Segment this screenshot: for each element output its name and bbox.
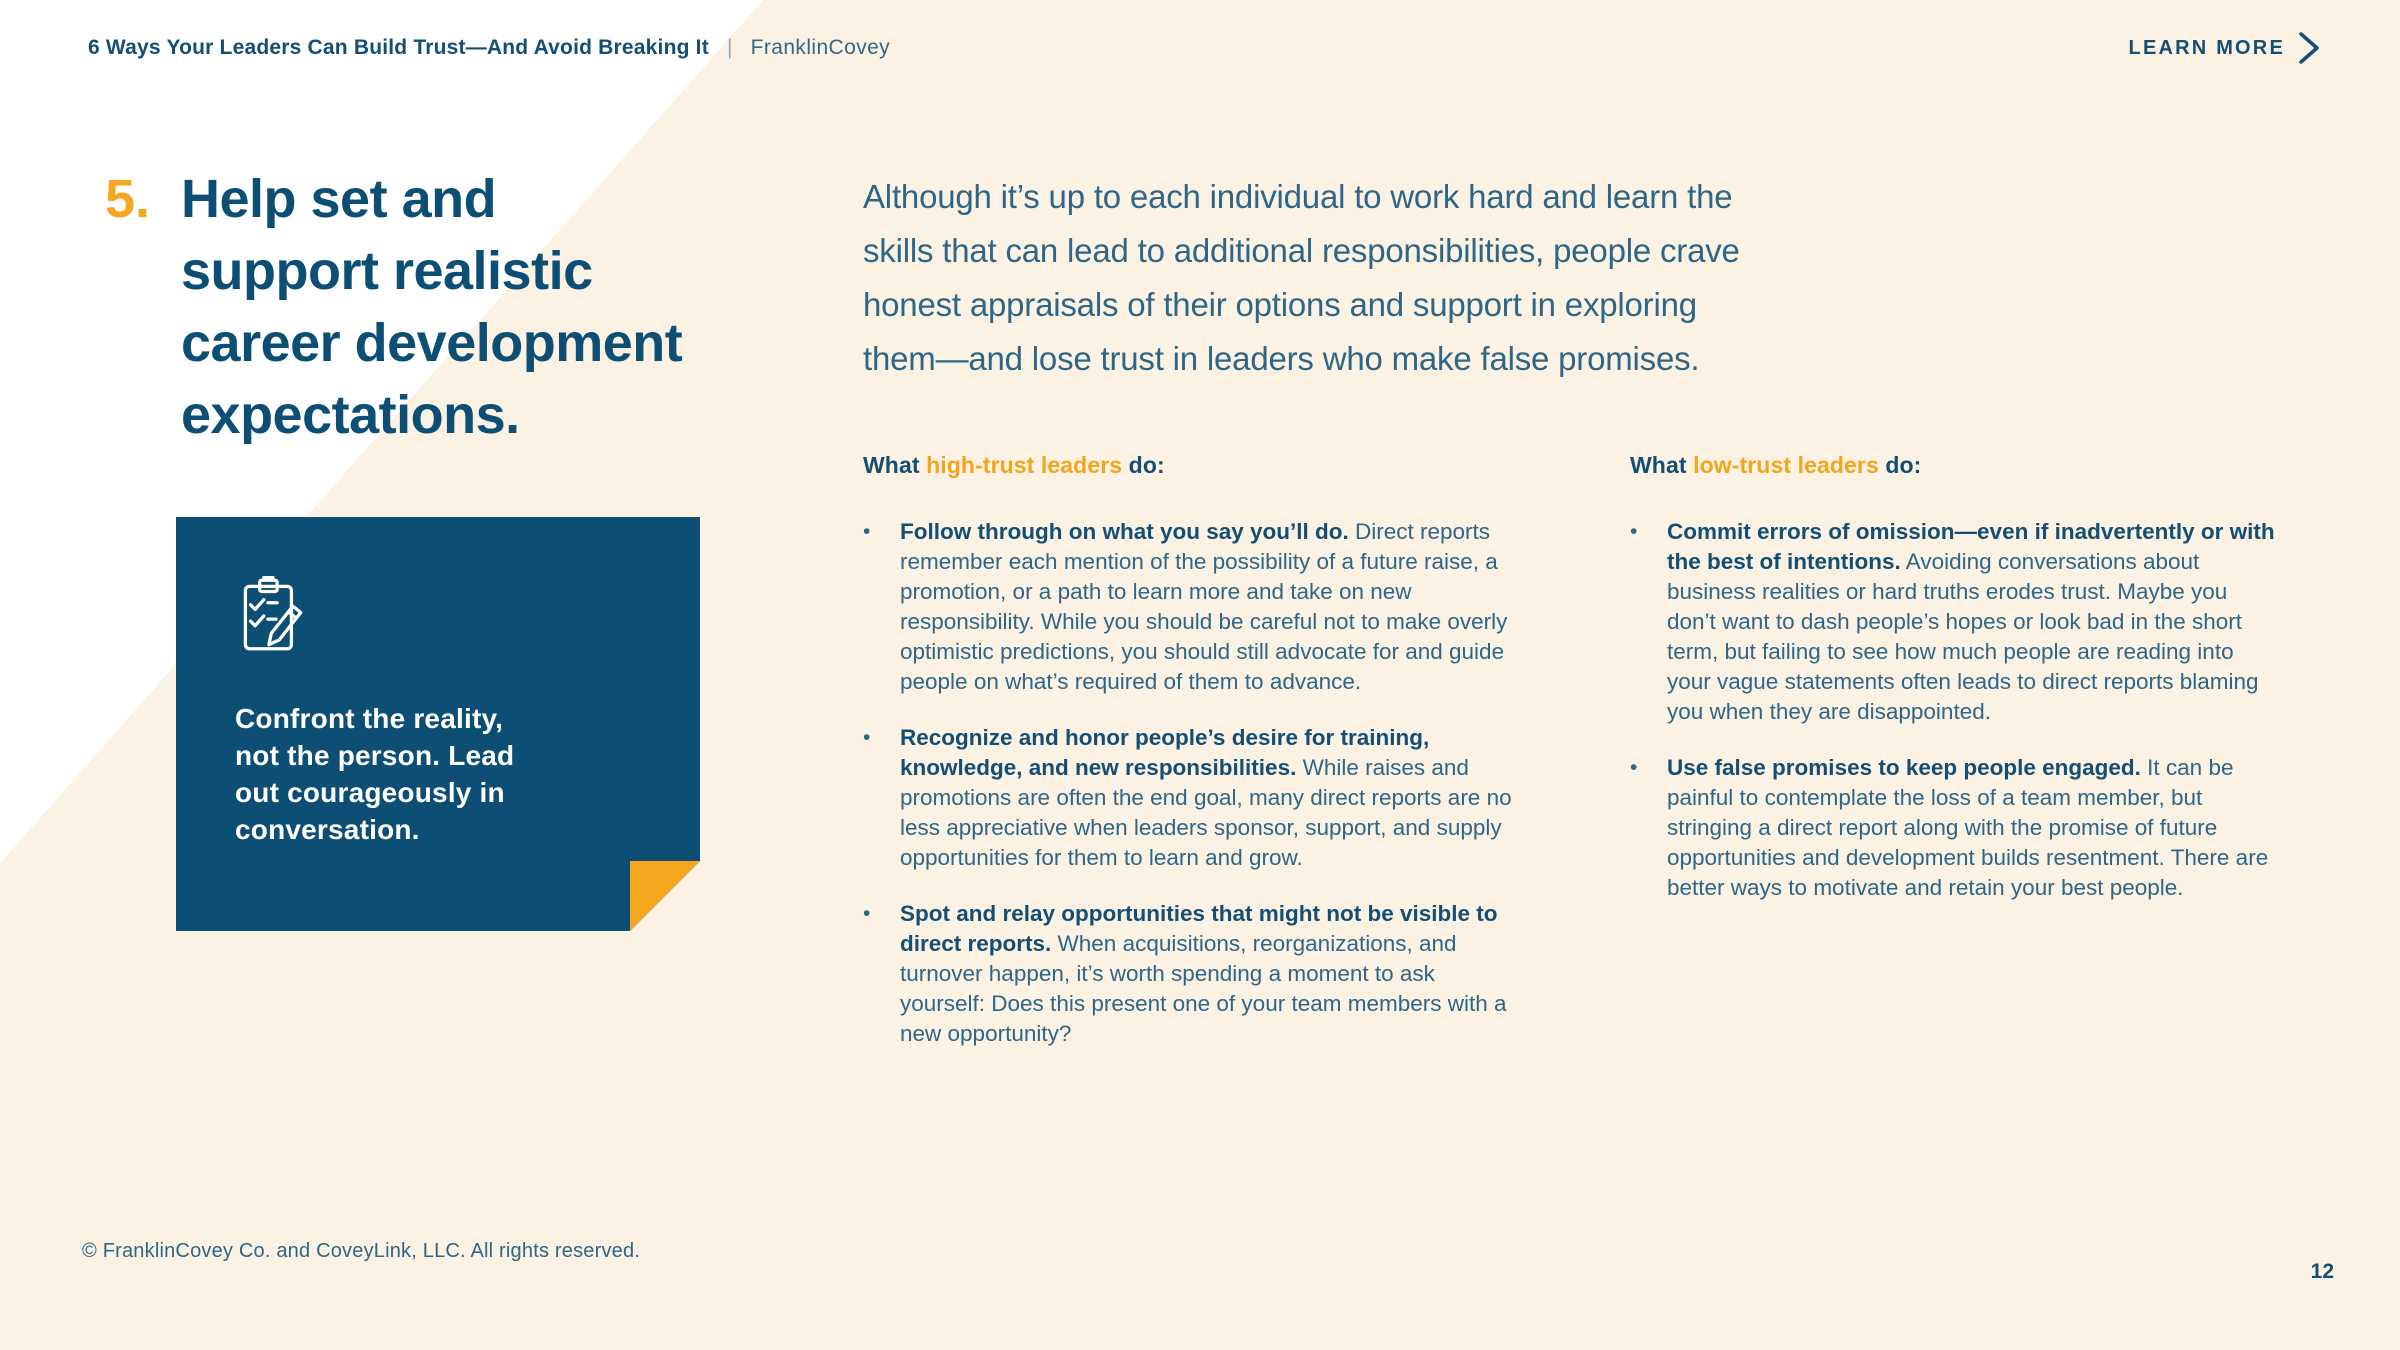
bullet-body: While raises and promotions are often th…: [900, 755, 1512, 870]
intro-line: Although it’s up to each individual to w…: [863, 178, 1733, 215]
callout-quote-line: not the person. Lead: [235, 740, 515, 771]
intro-paragraph: Although it’s up to each individual to w…: [863, 170, 1740, 386]
high-trust-column: What high-trust leaders do: • Follow thr…: [863, 452, 1515, 1049]
low-trust-column: What low-trust leaders do: • Commit erro…: [1630, 452, 2282, 903]
bullet-body: It can be painful to contemplate the los…: [1667, 755, 2269, 900]
bullet-text: Commit errors of omission—even if inadve…: [1667, 517, 2282, 727]
column-header-suffix: do:: [1128, 452, 1165, 478]
section-title: Help set and support realistic career de…: [181, 163, 683, 451]
bullet-text: Use false promises to keep people engage…: [1667, 753, 2282, 903]
bullet-text: Follow through on what you say you’ll do…: [900, 517, 1515, 697]
section-title-line: career development: [181, 313, 683, 373]
brand-name: FranklinCovey: [750, 36, 891, 59]
bullet-body: Direct reports remember each mention of …: [900, 519, 1508, 694]
bullet-marker: •: [1630, 520, 1638, 543]
column-header-highlight: low-trust leaders: [1693, 452, 1879, 478]
list-item: • Follow through on what you say you’ll …: [863, 517, 1515, 697]
bullet-marker: •: [1630, 756, 1638, 779]
section-number: 5.: [105, 169, 151, 229]
page-header: 6 Ways Your Leaders Can Build Trust—And …: [88, 30, 2320, 66]
bullet-lead: Follow through on what you say you’ll do…: [900, 519, 1349, 544]
bullet-marker: •: [863, 902, 871, 925]
callout-quote-line: out courageously in: [235, 777, 505, 808]
callout-quote: Confront the reality, not the person. Le…: [235, 700, 514, 848]
low-trust-bullet-list: • Commit errors of omission—even if inad…: [1630, 517, 2282, 903]
column-header-suffix: do:: [1885, 452, 1922, 478]
list-item: • Commit errors of omission—even if inad…: [1630, 517, 2282, 727]
bullet-lead: Spot and relay opportunities that might …: [900, 901, 1498, 956]
section-title-line: expectations.: [181, 385, 520, 445]
intro-line: them—and lose trust in leaders who make …: [863, 340, 1700, 377]
section-heading: 5. Help set and support realistic career…: [105, 163, 683, 451]
callout-quote-line: conversation.: [235, 814, 420, 845]
intro-line: skills that can lead to additional respo…: [863, 232, 1740, 269]
bullet-lead: Recognize and honor people’s desire for …: [900, 725, 1430, 780]
bullet-lead: Use false promises to keep people engage…: [1667, 755, 2141, 780]
list-item: • Spot and relay opportunities that migh…: [863, 899, 1515, 1049]
callout-card: Confront the reality, not the person. Le…: [176, 517, 700, 931]
bullet-text: Spot and relay opportunities that might …: [900, 899, 1515, 1049]
column-header-highlight: high-trust leaders: [926, 452, 1123, 478]
list-item: • Recognize and honor people’s desire fo…: [863, 723, 1515, 873]
section-title-line: Help set and: [181, 169, 497, 229]
bullet-body: When acquisitions, reorganizations, and …: [900, 931, 1507, 1046]
section-title-line: support realistic: [181, 241, 593, 301]
callout-quote-line: Confront the reality,: [235, 703, 504, 734]
bullet-lead: Commit errors of omission—even if inadve…: [1667, 519, 2275, 574]
bullet-body: Avoiding conversations about business re…: [1667, 549, 2259, 724]
column-header-prefix: What: [1630, 452, 1687, 478]
high-trust-bullet-list: • Follow through on what you say you’ll …: [863, 517, 1515, 1049]
chevron-right-icon: [2299, 32, 2319, 64]
copyright-notice: © FranklinCovey Co. and CoveyLink, LLC. …: [82, 1240, 641, 1262]
document-title: 6 Ways Your Leaders Can Build Trust—And …: [88, 36, 709, 59]
learn-more-label: LEARN MORE: [2128, 36, 2285, 59]
page-number: 12: [2310, 1260, 2334, 1283]
bullet-text: Recognize and honor people’s desire for …: [900, 723, 1515, 873]
clipboard-checklist-pencil-icon: [232, 569, 314, 661]
intro-line: honest appraisals of their options and s…: [863, 286, 1697, 323]
list-item: • Use false promises to keep people enga…: [1630, 753, 2282, 903]
column-header-prefix: What: [863, 452, 920, 478]
bullet-marker: •: [863, 726, 871, 749]
bullet-marker: •: [863, 520, 871, 543]
header-title-group: 6 Ways Your Leaders Can Build Trust—And …: [88, 36, 890, 60]
high-trust-column-header: What high-trust leaders do:: [863, 452, 1515, 479]
learn-more-link[interactable]: LEARN MORE: [2129, 31, 2320, 65]
low-trust-column-header: What low-trust leaders do:: [1630, 452, 2282, 479]
header-separator: |: [726, 36, 733, 59]
